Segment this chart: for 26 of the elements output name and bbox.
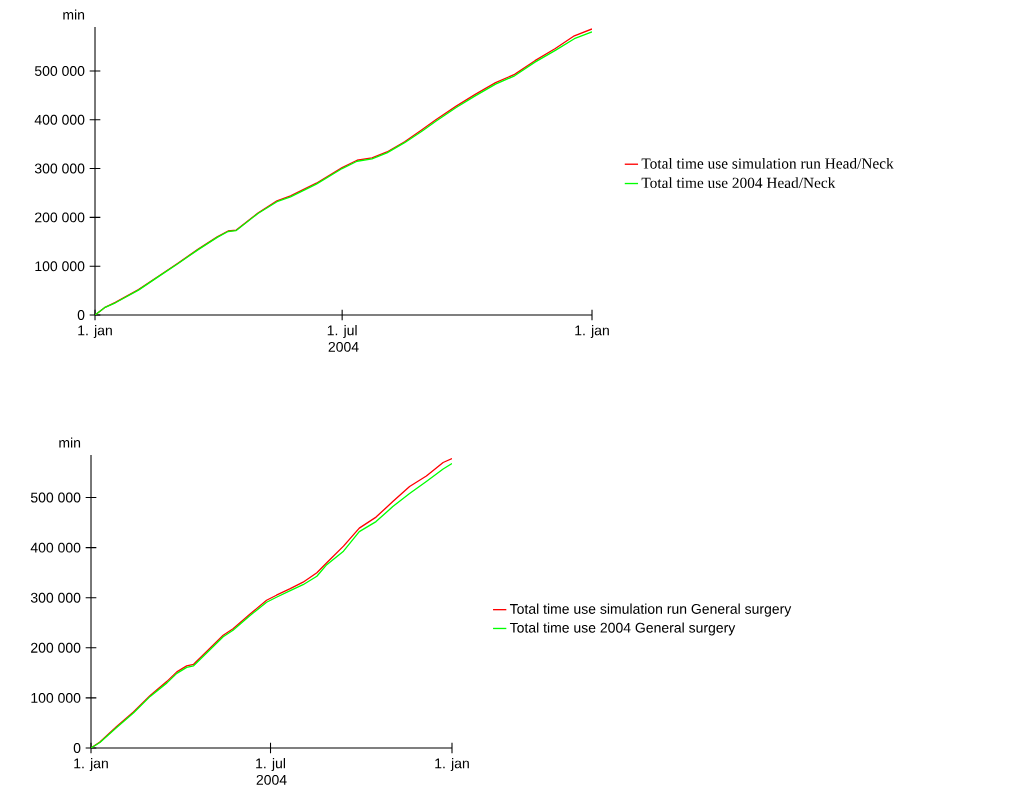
y-tick-label: 200 000 — [35, 212, 85, 223]
legend-label: Total time use 2004 General surgery — [509, 622, 736, 636]
legend-label: Total time use 2004 Head/Neck — [641, 177, 836, 188]
y-tick-label: 400 000 — [34, 114, 85, 125]
y-tick-label: 400 000 — [30, 542, 81, 553]
y-axis-title: min — [63, 9, 85, 20]
x-tick-label: 1. jan — [435, 758, 469, 772]
y-tick-label: 0 — [77, 310, 85, 320]
legend-label: Total time use simulation run General surgery — [509, 603, 792, 617]
y-tick-label: 100 000 — [31, 692, 81, 703]
legend-label: Total time use simulation run Head/Neck — [641, 157, 894, 169]
y-tick-label: 0 — [73, 743, 81, 753]
x-tick-label: 1. jul — [256, 758, 286, 772]
x-tick-label: 1. jan — [74, 758, 108, 772]
x-tick-label: 1. jan — [78, 325, 112, 339]
x-axis-title: 2004 — [256, 774, 287, 785]
y-tick-label: 200 000 — [31, 642, 81, 653]
x-axis-title: 2004 — [328, 341, 359, 352]
x-tick-label: 1. jan — [575, 325, 609, 339]
y-tick-label: 100 000 — [35, 261, 85, 272]
y-tick-label: 300 000 — [34, 163, 85, 174]
y-tick-label: 500 000 — [34, 65, 85, 76]
y-tick-label: 500 000 — [30, 492, 81, 503]
y-tick-label: 300 000 — [30, 592, 81, 603]
y-axis-title: min — [59, 437, 81, 448]
x-tick-label: 1. jul — [327, 325, 357, 339]
